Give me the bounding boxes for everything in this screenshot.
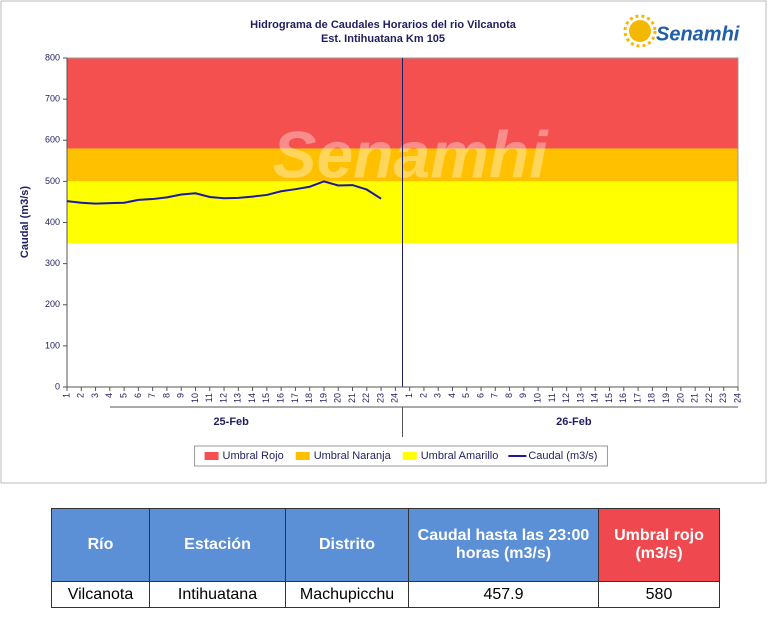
header-cell: Caudal hasta las 23:00 horas (m3/s) bbox=[408, 508, 599, 582]
x-tick-label: 1 bbox=[61, 393, 71, 398]
legend-label: Umbral Naranja bbox=[314, 450, 392, 462]
legend-item: Umbral Naranja bbox=[295, 450, 392, 462]
x-tick-label: 12 bbox=[218, 393, 228, 403]
y-tick-label: 800 bbox=[45, 52, 60, 62]
x-tick-label: 7 bbox=[490, 393, 500, 398]
group-label: 25-Feb bbox=[213, 416, 249, 428]
y-tick-label: 200 bbox=[45, 299, 60, 309]
summary-table: Río Estación Distrito Caudal hasta las 2… bbox=[51, 508, 720, 608]
legend-item: Umbral Amarillo bbox=[402, 450, 499, 462]
x-tick-label: 18 bbox=[647, 393, 657, 403]
x-tick-label: 6 bbox=[475, 393, 485, 398]
x-tick-label: 9 bbox=[518, 393, 528, 398]
y-axis-label: Caudal (m3/s) bbox=[19, 186, 31, 258]
x-tick-label: 14 bbox=[590, 393, 600, 403]
y-tick-label: 500 bbox=[45, 176, 60, 186]
x-tick-label: 20 bbox=[675, 393, 685, 403]
chart: Hidrograma de Caudales Horarios del rio … bbox=[0, 0, 767, 484]
x-tick-label: 5 bbox=[118, 393, 128, 398]
x-tick-label: 2 bbox=[76, 393, 86, 398]
logo-rays bbox=[623, 14, 657, 48]
legend-label: Umbral Rojo bbox=[223, 450, 284, 462]
x-tick-label: 13 bbox=[575, 393, 585, 403]
caudal-line bbox=[66, 180, 382, 205]
x-tick-label: 24 bbox=[732, 393, 742, 403]
x-tick-label: 17 bbox=[290, 393, 300, 403]
legend-swatch bbox=[204, 452, 219, 460]
data-row: Vilcanota Intihuatana Machupicchu 457.9 … bbox=[51, 581, 720, 608]
logo-text: Senamhi bbox=[656, 23, 740, 45]
x-tick-label: 8 bbox=[161, 393, 171, 398]
header-cell: Umbral rojo (m3/s) bbox=[598, 508, 720, 582]
x-tick-label: 23 bbox=[718, 393, 728, 403]
y-tick-label: 600 bbox=[45, 135, 60, 145]
legend-item: Umbral Rojo bbox=[204, 450, 284, 462]
legend-swatch bbox=[402, 452, 417, 460]
x-tick-label: 3 bbox=[90, 393, 100, 398]
watermark: Senamhi bbox=[272, 117, 549, 191]
x-tick-label: 8 bbox=[504, 393, 514, 398]
x-tick-label: 5 bbox=[461, 393, 471, 398]
header-cell: Río bbox=[51, 508, 150, 582]
cell: Machupicchu bbox=[285, 581, 409, 608]
x-tick-label: 22 bbox=[361, 393, 371, 403]
x-tick-label: 19 bbox=[318, 393, 328, 403]
cell: 457.9 bbox=[408, 581, 599, 608]
x-tick-label: 7 bbox=[147, 393, 157, 398]
legend-label: Umbral Amarillo bbox=[421, 450, 499, 462]
x-tick-label: 6 bbox=[133, 393, 143, 398]
chart-subtitle: Est. Intihuatana Km 105 bbox=[321, 33, 445, 45]
header-cell: Estación bbox=[149, 508, 286, 582]
header-row: Río Estación Distrito Caudal hasta las 2… bbox=[51, 508, 720, 582]
x-tick-label: 16 bbox=[618, 393, 628, 403]
x-tick-label: 4 bbox=[447, 393, 457, 398]
x-tick-label: 3 bbox=[433, 393, 443, 398]
x-tick-label: 13 bbox=[233, 393, 243, 403]
legend: Umbral Rojo Umbral Naranja Umbral Amarillo… bbox=[194, 445, 608, 467]
chart-title: Hidrograma de Caudales Horarios del rio … bbox=[250, 19, 517, 31]
x-tick-label: 15 bbox=[604, 393, 614, 403]
x-tick-label: 15 bbox=[261, 393, 271, 403]
x-tick-label: 18 bbox=[304, 393, 314, 403]
group-label: 26-Feb bbox=[556, 416, 592, 428]
y-tick-label: 300 bbox=[45, 258, 60, 268]
x-tick-label: 21 bbox=[347, 393, 357, 403]
x-tick-label: 20 bbox=[333, 393, 343, 403]
x-tick-label: 21 bbox=[690, 393, 700, 403]
x-tick-label: 1 bbox=[404, 393, 414, 398]
cell: Intihuatana bbox=[149, 581, 286, 608]
legend-swatch bbox=[295, 452, 310, 460]
y-tick-label: 100 bbox=[45, 340, 60, 350]
x-tick-label: 11 bbox=[547, 393, 557, 402]
logo: Senamhi bbox=[623, 14, 740, 48]
x-tick-label: 19 bbox=[661, 393, 671, 403]
x-tick-label: 2 bbox=[418, 393, 428, 398]
y-tick-label: 0 bbox=[55, 381, 60, 391]
header-cell: Distrito bbox=[285, 508, 409, 582]
legend-item: Caudal (m3/s) bbox=[508, 450, 597, 462]
y-tick-label: 400 bbox=[45, 217, 60, 227]
x-tick-label: 23 bbox=[375, 393, 385, 403]
cell: 580 bbox=[598, 581, 720, 608]
x-tick-label: 12 bbox=[561, 393, 571, 403]
x-tick-label: 10 bbox=[190, 393, 200, 403]
x-tick-label: 10 bbox=[533, 393, 543, 403]
logo-sun bbox=[629, 20, 651, 42]
x-tick-label: 24 bbox=[390, 393, 400, 403]
y-tick-label: 700 bbox=[45, 94, 60, 104]
x-tick-label: 16 bbox=[276, 393, 286, 403]
x-tick-label: 4 bbox=[104, 393, 114, 398]
x-tick-label: 11 bbox=[204, 393, 214, 402]
x-tick-label: 14 bbox=[247, 393, 257, 403]
cell: Vilcanota bbox=[51, 581, 150, 608]
legend-label: Caudal (m3/s) bbox=[528, 450, 597, 462]
x-tick-label: 9 bbox=[176, 393, 186, 398]
legend-box bbox=[194, 445, 608, 467]
x-tick-label: 22 bbox=[704, 393, 714, 403]
x-tick-label: 17 bbox=[632, 393, 642, 403]
